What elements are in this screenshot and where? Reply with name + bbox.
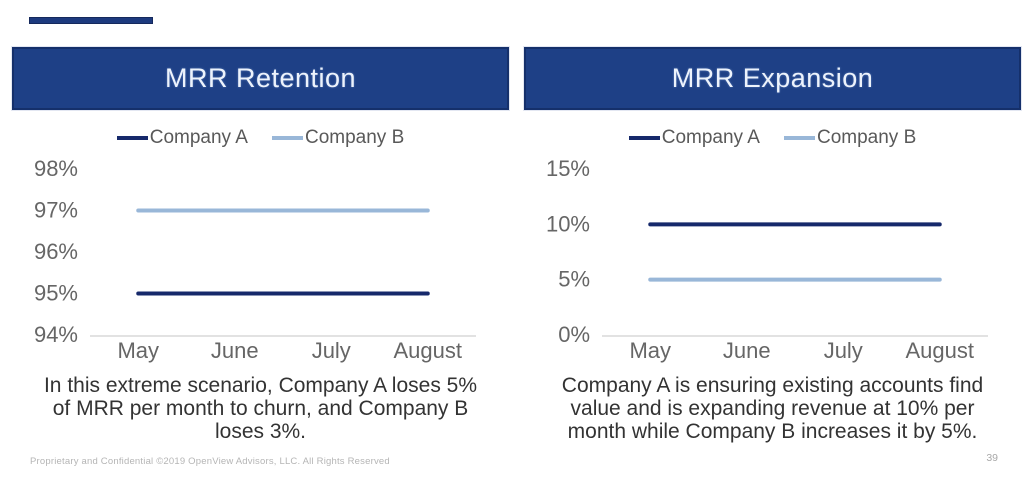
caption-line: of MRR per month to churn, and Company B xyxy=(52,397,469,420)
x-tick-label: July xyxy=(312,338,351,363)
retention-chart: Company A Company B 98% 97% 96% 95% 94% May June… xyxy=(12,127,509,363)
legend-swatch-company-a xyxy=(116,136,148,140)
y-tick-label: 95% xyxy=(34,281,78,306)
x-tick-label: June xyxy=(211,338,259,363)
legend-swatch-company-b xyxy=(783,136,815,140)
expansion-chart: Company A Company B 15% 10% 5% 0% May June July A… xyxy=(524,127,1021,363)
expansion-title: MRR Expansion xyxy=(671,63,874,93)
footer-copyright: Proprietary and Confidential ©2019 OpenV… xyxy=(30,456,390,467)
legend-item-company-a: Company A xyxy=(628,127,760,149)
legend-label: Company A xyxy=(661,127,760,148)
x-tick-label: August xyxy=(906,338,975,363)
caption-line: Company A is ensuring existing accounts … xyxy=(561,374,984,397)
y-tick-label: 5% xyxy=(558,267,590,292)
y-tick-label: 10% xyxy=(546,211,590,236)
legend-label: Company B xyxy=(816,127,917,148)
caption-line: In this extreme scenario, Company A lose… xyxy=(43,374,478,397)
y-tick-label: 94% xyxy=(34,322,78,347)
legend-item-company-a: Company A xyxy=(116,127,248,149)
y-tick-label: 97% xyxy=(34,198,78,223)
retention-caption: In this extreme scenario, Company A lose… xyxy=(12,374,509,443)
x-tick-label: May xyxy=(629,338,671,363)
panel-mrr-expansion: MRR Expansion Company A Company B 15% 10% 5%… xyxy=(524,47,1021,443)
line-chart-plot: 98% 97% 96% 95% 94% May June July August xyxy=(34,156,476,363)
accent-line xyxy=(29,17,153,24)
x-tick-label: July xyxy=(824,338,863,363)
x-tick-label: June xyxy=(723,338,771,363)
line-chart-plot: 15% 10% 5% 0% May June July August xyxy=(546,156,988,363)
y-tick-label: 0% xyxy=(558,322,590,347)
legend-swatch-company-a xyxy=(628,136,660,140)
expansion-header-bar: MRR Expansion xyxy=(524,47,1021,110)
expansion-caption: Company A is ensuring existing accounts … xyxy=(524,374,1021,443)
legend-swatch-company-b xyxy=(271,136,303,140)
retention-title: MRR Retention xyxy=(164,63,357,93)
chart-legend: Company A Company B xyxy=(12,127,509,149)
legend-label: Company B xyxy=(304,127,405,148)
chart-legend: Company A Company B xyxy=(524,127,1021,149)
y-tick-label: 98% xyxy=(34,156,78,181)
caption-line: loses 3%. xyxy=(214,420,307,443)
page-number: 39 xyxy=(986,452,998,464)
legend-label: Company A xyxy=(149,127,248,148)
x-tick-label: August xyxy=(394,338,463,363)
caption-line: value and is expanding revenue at 10% pe… xyxy=(570,397,975,420)
y-tick-label: 96% xyxy=(34,239,78,264)
x-tick-label: May xyxy=(117,338,159,363)
retention-header-bar: MRR Retention xyxy=(12,47,509,110)
legend-item-company-b: Company B xyxy=(271,127,405,149)
caption-line: month while Company B increases it by 5%… xyxy=(567,420,978,443)
y-tick-label: 15% xyxy=(546,156,590,181)
panel-mrr-retention: MRR Retention Company A Company B 98% 97% 96… xyxy=(12,47,509,443)
legend-item-company-b: Company B xyxy=(783,127,917,149)
